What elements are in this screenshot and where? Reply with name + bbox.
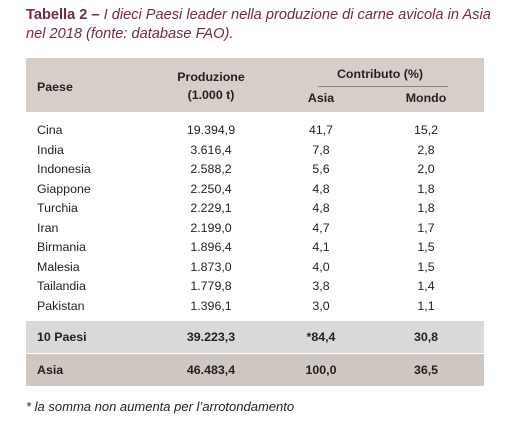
table-row: Malesia 1.873,0 4,0 1,5 <box>26 258 484 278</box>
cell-paese: Giappone <box>37 181 91 196</box>
header-divider <box>318 86 448 87</box>
cell-paese: Pakistan <box>37 298 85 313</box>
cell-produzione: 2.588,2 <box>190 162 232 176</box>
cell-mondo: 1,8 <box>417 181 435 196</box>
cell-paese: Indonesia <box>37 162 91 176</box>
header-produzione-unit: (1.000 t) <box>187 88 235 102</box>
cell-asia: *84,4 <box>306 330 336 344</box>
table-row: Cina 19.394,9 41,7 15,2 <box>26 121 484 141</box>
data-table: Paese Produzione (1.000 t) Contributo (%… <box>26 58 484 386</box>
total-row-asia: Asia 46.483,4 100,0 36,5 <box>26 353 484 386</box>
table-row: Turchia 2.229,1 4,8 1,8 <box>26 199 484 219</box>
cell-mondo: 2,8 <box>417 142 435 157</box>
cell-mondo: 15,2 <box>413 123 439 137</box>
table-row: Iran 2.199,0 4,7 1,7 <box>26 219 484 239</box>
cell-asia: 5,6 <box>312 162 330 176</box>
table-caption: Tabella 2 – I dieci Paesi leader nella p… <box>26 6 496 43</box>
cell-paese: 10 Paesi <box>37 330 87 344</box>
cell-mondo: 1,1 <box>417 298 435 313</box>
cell-produzione: 19.394,9 <box>186 123 236 137</box>
cell-produzione: 1.896,4 <box>190 240 232 254</box>
cell-asia: 41,7 <box>308 123 334 137</box>
table-row: Birmania 1.896,4 4,1 1,5 <box>26 238 484 258</box>
cell-produzione: 1.396,1 <box>190 298 232 313</box>
cell-paese: Turchia <box>37 201 78 215</box>
table-row: Pakistan 1.396,1 3,0 1,1 <box>26 297 484 317</box>
cell-asia: 7,8 <box>312 142 330 157</box>
cell-paese: Cina <box>37 123 63 137</box>
cell-mondo: 2,0 <box>417 162 435 176</box>
cell-mondo: 1,5 <box>417 259 435 274</box>
cell-asia: 4,8 <box>312 181 330 196</box>
caption-lead: Tabella 2 – <box>26 7 100 23</box>
cell-asia: 100,0 <box>305 363 337 377</box>
cell-asia: 3,0 <box>312 298 330 313</box>
cell-produzione: 46.483,4 <box>186 363 236 377</box>
header-produzione: Produzione <box>177 70 245 84</box>
header-mondo: Mondo <box>405 91 447 105</box>
header-paese: Paese <box>37 80 73 94</box>
table-row: India 3.616,4 7,8 2,8 <box>26 141 484 161</box>
cell-produzione: 2.250,4 <box>190 181 232 196</box>
cell-produzione: 2.199,0 <box>190 220 232 235</box>
cell-paese: Asia <box>37 363 64 377</box>
cell-produzione: 1.779,8 <box>190 279 232 293</box>
cell-asia: 4,7 <box>312 220 330 235</box>
cell-paese: Tailandia <box>37 279 86 293</box>
cell-asia: 4,0 <box>312 259 330 274</box>
table-row: Indonesia 2.588,2 5,6 2,0 <box>26 160 484 180</box>
table-header: Paese Produzione (1.000 t) Contributo (%… <box>26 58 484 112</box>
cell-mondo: 1,4 <box>417 279 435 293</box>
table-row: Tailandia 1.779,8 3,8 1,4 <box>26 277 484 297</box>
cell-produzione: 39.223,3 <box>186 330 236 344</box>
footnote: * la somma non aumenta per l’arrotondame… <box>26 399 295 414</box>
total-row-10-paesi: 10 Paesi 39.223,3 *84,4 30,8 <box>26 321 484 353</box>
cell-paese: Iran <box>37 220 59 235</box>
header-contributo: Contributo (%) <box>336 67 424 81</box>
cell-mondo: 36,5 <box>413 363 439 377</box>
cell-mondo: 1,7 <box>417 220 435 235</box>
cell-mondo: 1,5 <box>417 240 435 254</box>
cell-asia: 4,8 <box>312 201 330 215</box>
cell-paese: Malesia <box>37 259 80 274</box>
header-asia: Asia <box>307 91 335 105</box>
cell-asia: 3,8 <box>312 279 330 293</box>
cell-produzione: 2.229,1 <box>190 201 232 215</box>
cell-produzione: 1.873,0 <box>190 259 232 274</box>
table-row: Giappone 2.250,4 4,8 1,8 <box>26 180 484 200</box>
cell-mondo: 30,8 <box>413 330 439 344</box>
table-body: Cina 19.394,9 41,7 15,2 India 3.616,4 7,… <box>26 112 484 321</box>
cell-paese: Birmania <box>37 240 86 254</box>
cell-asia: 4,1 <box>312 240 330 254</box>
cell-paese: India <box>37 142 64 157</box>
cell-mondo: 1,8 <box>417 201 435 215</box>
cell-produzione: 3.616,4 <box>190 142 232 157</box>
caption-text: I dieci Paesi leader nella produzione di… <box>26 7 491 42</box>
